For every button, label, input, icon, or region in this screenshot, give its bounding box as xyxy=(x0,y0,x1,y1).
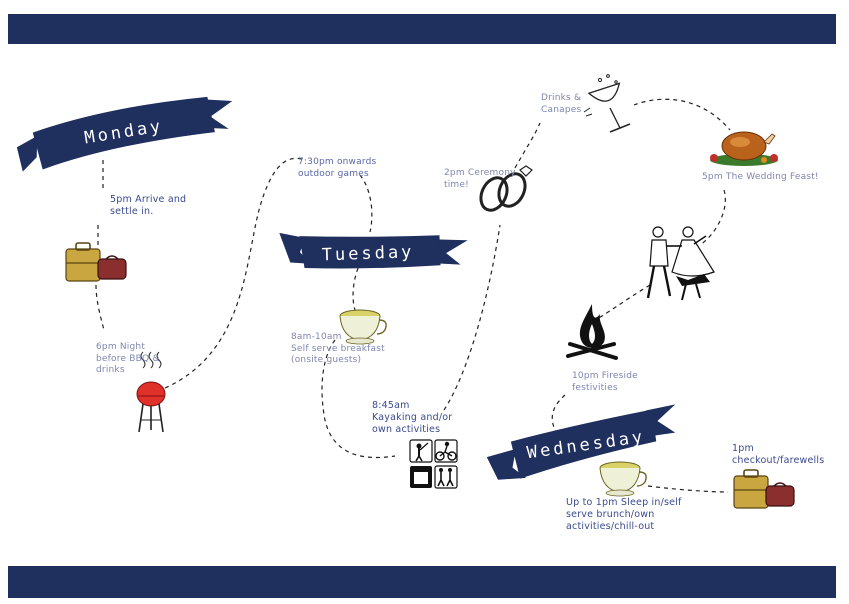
campfire-icon xyxy=(566,304,618,360)
activity-pictograms-icon xyxy=(409,439,458,489)
event-drinks: Drinks & Canapes xyxy=(541,93,582,115)
event-checkout: 1pm checkout/farewells xyxy=(732,443,825,466)
suitcase-icon xyxy=(65,242,127,282)
event-games: 7:30pm onwards outdoor games xyxy=(298,157,377,179)
header-bar xyxy=(8,14,836,44)
event-feast: 5pm The Wedding Feast! xyxy=(702,172,819,182)
teacup-icon xyxy=(339,309,387,345)
roast-turkey-icon xyxy=(710,131,778,166)
event-kayaking: 8:45am Kayaking and/or own activities xyxy=(372,400,453,435)
dancing-couple-icon xyxy=(646,226,715,301)
monday-ribbon: Monday xyxy=(16,96,233,172)
bbq-grill-icon xyxy=(136,351,166,433)
champagne-glass-icon xyxy=(583,74,631,133)
tuesday-ribbon: Tuesday xyxy=(279,232,468,269)
event-fireside: 10pm Fireside festivities xyxy=(572,371,638,393)
event-sleep-in: Up to 1pm Sleep in/self serve brunch/own… xyxy=(566,497,682,532)
event-bbq: 6pm Night before BBQ & drinks xyxy=(96,342,160,375)
footer-bar xyxy=(8,566,836,598)
suitcase-icon xyxy=(733,469,795,509)
wedding-rings-icon xyxy=(479,165,533,212)
event-arrive: 5pm Arrive and settle in. xyxy=(110,194,187,217)
day-label-tuesday: Tuesday xyxy=(321,242,414,265)
event-breakfast: 8am-10am Self serve breakfast (onsite gu… xyxy=(291,332,385,365)
wednesday-ribbon: Wednesday xyxy=(486,404,676,480)
teacup-icon xyxy=(599,461,647,497)
event-ceremony: 2pm Ceremony time! xyxy=(444,168,516,190)
